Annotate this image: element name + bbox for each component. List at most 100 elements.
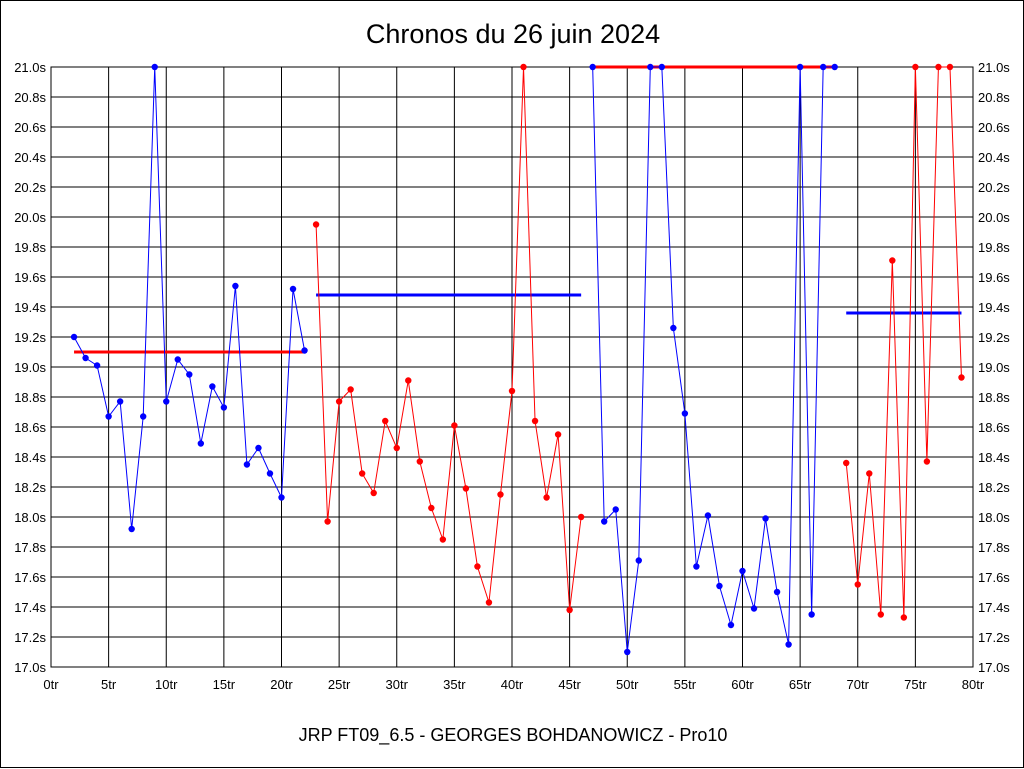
y-tick-label-left: 21.0s bbox=[14, 60, 46, 75]
y-tick-label-left: 18.6s bbox=[14, 420, 46, 435]
data-point-stint1 bbox=[163, 398, 170, 405]
data-point-stint2 bbox=[324, 518, 331, 525]
data-point-stint2 bbox=[554, 431, 562, 438]
data-point-stint4 bbox=[854, 581, 861, 588]
y-tick-label-right: 18.4s bbox=[978, 450, 1010, 465]
data-point-stint2 bbox=[520, 63, 527, 71]
y-tick-label-left: 17.4s bbox=[14, 600, 46, 615]
y-tick-label-left: 17.6s bbox=[14, 570, 46, 585]
y-tick-label-left: 18.4s bbox=[14, 450, 46, 465]
x-tick-label: 25tr bbox=[328, 677, 351, 692]
data-point-stint3 bbox=[670, 324, 677, 332]
data-point-stint2 bbox=[347, 386, 354, 393]
y-tick-label-left: 18.0s bbox=[14, 510, 46, 525]
y-tick-label-right: 17.4s bbox=[978, 600, 1010, 615]
data-point-stint4 bbox=[935, 63, 942, 71]
y-tick-label-right: 19.6s bbox=[978, 270, 1010, 285]
data-point-stint1 bbox=[232, 282, 239, 290]
x-tick-label: 10tr bbox=[155, 677, 178, 692]
y-tick-label-left: 20.2s bbox=[14, 180, 46, 195]
data-point-stint1 bbox=[128, 525, 135, 533]
plot-frame bbox=[50, 66, 974, 668]
data-point-stint2 bbox=[577, 513, 585, 521]
x-tick-label: 45tr bbox=[558, 677, 581, 692]
data-point-stint2 bbox=[370, 489, 377, 497]
data-point-stint2 bbox=[485, 599, 493, 606]
x-tick-label: 15tr bbox=[213, 677, 236, 692]
data-point-stint3 bbox=[739, 567, 746, 575]
x-tick-label: 80tr bbox=[962, 677, 985, 692]
data-point-stint1 bbox=[289, 285, 297, 293]
y-tick-label-right: 18.8s bbox=[978, 390, 1010, 405]
data-point-stint1 bbox=[255, 444, 262, 452]
x-tick-label: 40tr bbox=[501, 677, 524, 692]
y-tick-label-left: 18.2s bbox=[14, 480, 46, 495]
y-tick-label-right: 21.0s bbox=[978, 60, 1010, 75]
data-point-stint3 bbox=[750, 605, 758, 612]
data-point-stint2 bbox=[335, 398, 343, 405]
x-tick-label: 0tr bbox=[43, 677, 59, 692]
data-point-stint3 bbox=[727, 621, 735, 629]
y-tick-label-right: 18.0s bbox=[978, 510, 1010, 525]
data-point-stint3 bbox=[647, 63, 654, 71]
data-point-stint1 bbox=[70, 333, 78, 341]
data-point-stint2 bbox=[462, 485, 470, 492]
data-point-stint3 bbox=[808, 611, 815, 618]
data-point-stint3 bbox=[601, 518, 608, 525]
y-tick-label-left: 17.2s bbox=[14, 630, 46, 645]
x-tick-label: 20tr bbox=[270, 677, 293, 692]
data-point-stint2 bbox=[497, 491, 504, 498]
x-tick-label: 75tr bbox=[904, 677, 927, 692]
y-tick-label-left: 17.8s bbox=[14, 540, 46, 555]
data-point-stint2 bbox=[531, 417, 539, 425]
y-tick-label-left: 20.4s bbox=[14, 150, 46, 165]
data-point-stint3 bbox=[681, 410, 689, 417]
data-point-stint3 bbox=[693, 563, 700, 570]
y-tick-label-left: 19.0s bbox=[14, 360, 46, 375]
data-point-stint3 bbox=[624, 648, 631, 656]
data-point-stint3 bbox=[635, 557, 642, 564]
y-tick-label-right: 20.6s bbox=[978, 120, 1010, 135]
chart-title: Chronos du 26 juin 2024 bbox=[365, 19, 661, 49]
data-point-stint4 bbox=[900, 614, 908, 621]
y-tick-label-left: 19.4s bbox=[14, 300, 46, 315]
data-point-stint1 bbox=[197, 440, 205, 447]
data-point-stint1 bbox=[140, 413, 147, 420]
y-tick-label-left: 17.0s bbox=[14, 660, 46, 675]
data-point-stint3 bbox=[773, 588, 781, 596]
y-tick-label-right: 18.6s bbox=[978, 420, 1010, 435]
data-point-stint2 bbox=[416, 458, 423, 465]
y-tick-label-left: 19.2s bbox=[14, 330, 46, 345]
y-tick-label-right: 17.0s bbox=[978, 660, 1010, 675]
y-tick-label-right: 19.4s bbox=[978, 300, 1010, 315]
data-point-stint4 bbox=[877, 611, 884, 618]
data-point-stint3 bbox=[716, 582, 723, 590]
y-tick-label-right: 19.2s bbox=[978, 330, 1010, 345]
y-tick-label-right: 20.2s bbox=[978, 180, 1010, 195]
data-point-stint1 bbox=[266, 470, 274, 477]
data-point-stint2 bbox=[451, 422, 458, 429]
data-point-stint1 bbox=[209, 383, 216, 390]
y-tick-label-left: 18.8s bbox=[14, 390, 46, 405]
data-point-stint4 bbox=[843, 459, 850, 467]
y-tick-label-right: 20.4s bbox=[978, 150, 1010, 165]
data-point-stint3 bbox=[589, 63, 596, 71]
data-point-stint2 bbox=[393, 444, 400, 452]
data-point-stint3 bbox=[785, 641, 792, 648]
data-point-stint3 bbox=[762, 515, 769, 522]
data-point-stint2 bbox=[428, 504, 435, 512]
data-point-stint2 bbox=[543, 494, 550, 501]
y-tick-label-right: 18.2s bbox=[978, 480, 1010, 495]
data-point-stint2 bbox=[405, 377, 412, 384]
chart-subtitle: JRP FT09_6.5 - GEORGES BOHDANOWICZ - Pro… bbox=[298, 725, 728, 745]
x-tick-label: 50tr bbox=[616, 677, 639, 692]
data-point-stint4 bbox=[946, 63, 954, 71]
data-point-stint3 bbox=[831, 63, 838, 71]
x-tick-label: 70tr bbox=[847, 677, 870, 692]
data-point-stint3 bbox=[704, 512, 712, 519]
data-point-stint2 bbox=[382, 417, 389, 425]
data-point-stint4 bbox=[889, 257, 896, 264]
y-tick-label-right: 19.8s bbox=[978, 240, 1010, 255]
data-point-stint2 bbox=[439, 536, 447, 543]
y-tick-label-right: 17.8s bbox=[978, 540, 1010, 555]
